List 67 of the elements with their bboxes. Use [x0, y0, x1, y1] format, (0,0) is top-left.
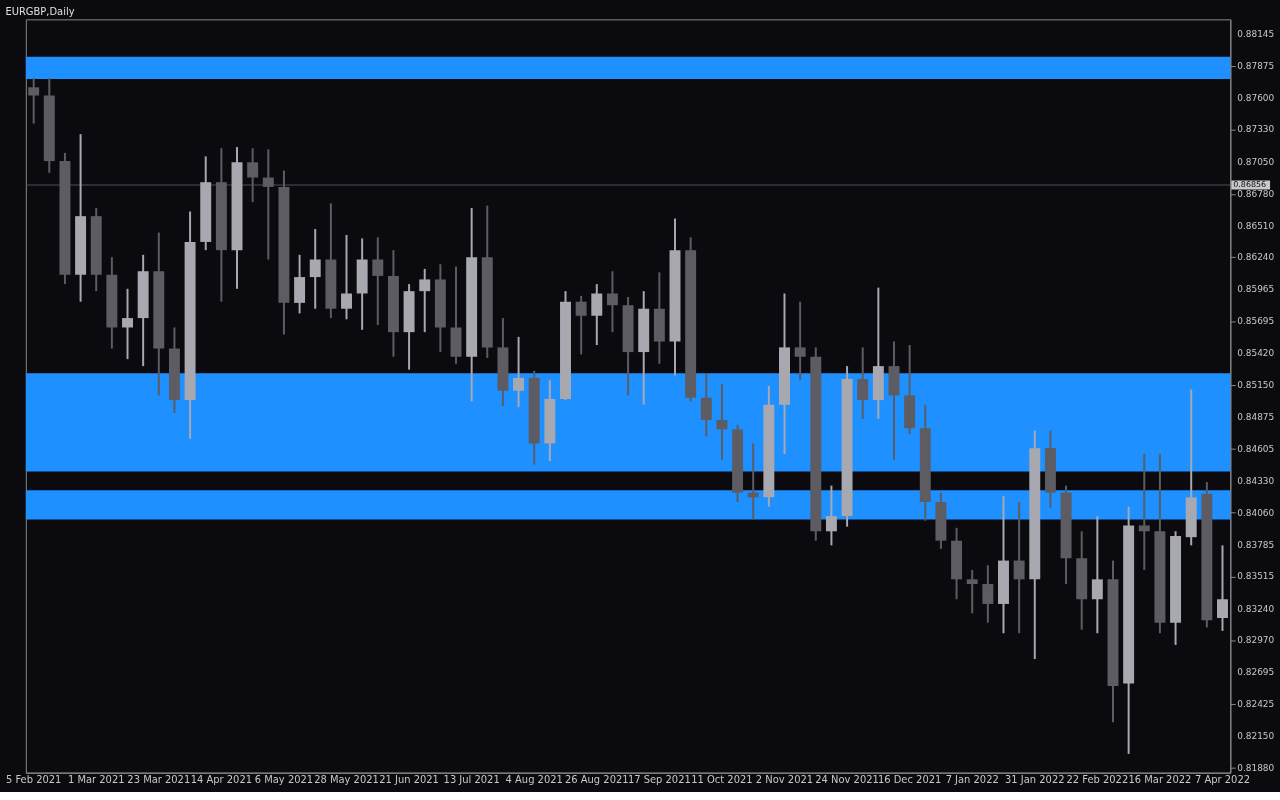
y-tick-label: 0.83785 [1237, 539, 1275, 550]
candlestick [575, 294, 587, 356]
x-tick-label: 28 May 2021 [314, 774, 379, 786]
x-tick-label: 23 Mar 2021 [127, 774, 191, 786]
candlestick [966, 568, 978, 615]
y-tick-label: 0.86780 [1237, 188, 1275, 199]
candlestick [1217, 544, 1228, 632]
candlestick [122, 287, 133, 361]
chart-title: EURGBP,Daily [5, 6, 75, 18]
candlestick [341, 233, 352, 321]
y-tick-label: 0.88145 [1237, 28, 1275, 39]
candlestick [825, 484, 837, 547]
y-tick-label: 0.82695 [1237, 667, 1275, 678]
y-tick-label: 0.82150 [1237, 731, 1275, 742]
y-tick-label: 0.85420 [1237, 348, 1275, 359]
x-tick-label: 14 Apr 2021 [190, 774, 253, 786]
y-tick-label: 0.84060 [1237, 507, 1275, 518]
x-tick-label: 16 Mar 2022 [1128, 774, 1192, 786]
y-tick-label: 0.87050 [1237, 157, 1275, 168]
x-tick-label: 17 Sep 2021 [627, 774, 691, 786]
y-tick-label: 0.82425 [1237, 699, 1275, 710]
x-tick-label: 22 Feb 2022 [1066, 774, 1129, 786]
y-tick-label: 0.86510 [1237, 220, 1275, 231]
x-tick-label: 6 May 2021 [254, 774, 314, 786]
candlestick [1091, 515, 1103, 635]
candlestick [794, 300, 806, 382]
y-tick-label: 0.84330 [1237, 475, 1275, 486]
y-tick-label: 0.87330 [1237, 124, 1275, 135]
x-tick-label: 4 Aug 2021 [505, 774, 563, 786]
candlestick [1013, 501, 1025, 635]
x-tick-label: 2 Nov 2021 [755, 774, 814, 786]
x-tick-label: 16 Dec 2021 [877, 774, 942, 786]
y-tick-label: 0.85695 [1237, 316, 1275, 326]
candlestick [857, 346, 869, 420]
y-tick-label: 0.87875 [1237, 60, 1275, 71]
x-tick-label: 7 Apr 2022 [1194, 774, 1251, 786]
x-tick-label: 7 Jan 2022 [945, 774, 999, 786]
x-tick-label: 1 Mar 2021 [67, 774, 125, 786]
y-tick-label: 0.82970 [1237, 635, 1275, 646]
x-tick-label: 24 Nov 2021 [815, 774, 879, 786]
y-tick-label: 0.83515 [1237, 571, 1275, 582]
candlestick [982, 564, 994, 624]
y-tick-label: 0.87600 [1237, 92, 1275, 103]
candlestick [419, 267, 431, 334]
ref-line-label: 0.86856 [1233, 180, 1267, 189]
candlestick [591, 283, 603, 347]
y-tick-label: 0.84605 [1237, 443, 1275, 454]
candlestick [606, 270, 618, 334]
candlestick [513, 335, 525, 409]
x-tick-label: 26 Aug 2021 [565, 774, 629, 786]
y-tick-label: 0.85965 [1237, 284, 1275, 295]
candlestick [309, 228, 321, 310]
x-tick-label: 21 Jun 2021 [379, 774, 439, 786]
x-tick-label: 11 Oct 2021 [691, 774, 753, 786]
candlestick [28, 76, 40, 125]
candlestick [700, 372, 712, 438]
y-tick-label: 0.85150 [1237, 379, 1275, 390]
y-tick-label: 0.81880 [1237, 762, 1275, 773]
x-tick-label: 13 Jul 2021 [443, 774, 500, 786]
y-tick-label: 0.83240 [1237, 603, 1275, 614]
x-tick-label: 5 Feb 2021 [5, 774, 62, 786]
candlestick [716, 382, 728, 461]
candlestick [372, 236, 384, 327]
x-tick-label: 31 Jan 2022 [1005, 774, 1065, 786]
y-tick-label: 0.84875 [1237, 412, 1275, 423]
y-tick-label: 0.86240 [1237, 252, 1275, 263]
candlestick [1138, 452, 1150, 571]
